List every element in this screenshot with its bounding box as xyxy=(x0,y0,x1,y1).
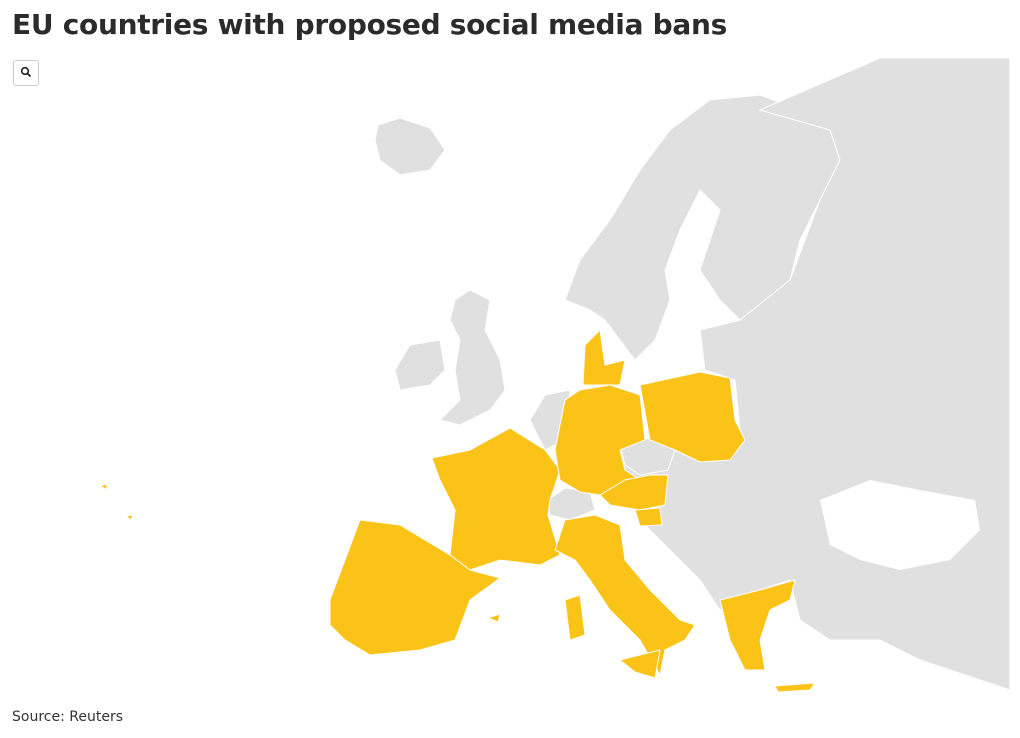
source: Source: Reuters xyxy=(12,709,123,725)
non-highlighted-land xyxy=(374,57,1011,691)
proposed-ban-countries xyxy=(98,328,817,693)
map xyxy=(98,57,1011,693)
title: EU countries with proposed social media … xyxy=(12,8,727,41)
search-button[interactable] xyxy=(13,60,39,86)
search-icon xyxy=(20,66,32,77)
